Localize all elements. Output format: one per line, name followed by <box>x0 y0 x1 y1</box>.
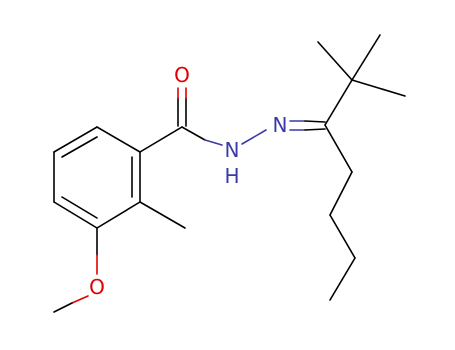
atom-label: O <box>174 63 190 87</box>
atom-label: N <box>225 138 240 162</box>
atom-label: O <box>89 275 105 299</box>
bonds <box>53 34 406 313</box>
atom-label: H <box>224 164 239 188</box>
atom-label: N <box>273 113 288 137</box>
